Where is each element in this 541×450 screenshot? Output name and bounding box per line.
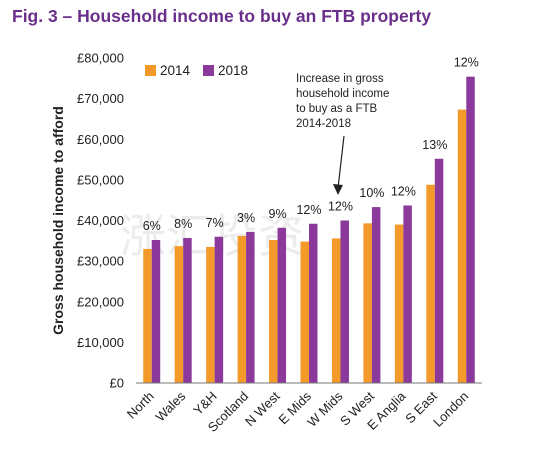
annotation-arrow-line <box>337 135 345 189</box>
annotation-line-3: to buy as a FTB <box>296 103 378 115</box>
bar-2014 <box>457 109 467 383</box>
y-tick-label: £70,000 <box>77 91 124 106</box>
x-tick-label: London <box>430 389 471 430</box>
annotation: Increase in gross household income to bu… <box>296 73 389 195</box>
bar-2014 <box>426 184 435 383</box>
bar-2014 <box>174 246 184 383</box>
y-tick-label: £60,000 <box>77 132 124 147</box>
bar-2018 <box>371 207 381 383</box>
annotation-line-1: Increase in gross <box>296 73 384 85</box>
bar-2018 <box>434 158 444 383</box>
bars-group <box>143 76 475 383</box>
bar-2018 <box>309 223 318 383</box>
data-label: 6% <box>143 219 161 233</box>
bar-2014 <box>237 235 247 383</box>
data-label: 12% <box>328 200 353 214</box>
bar-2014 <box>206 246 215 383</box>
bar-2018 <box>340 220 349 383</box>
x-tick-label: North <box>124 389 157 422</box>
data-label: 8% <box>174 217 192 231</box>
bar-2018 <box>277 227 287 383</box>
data-label: 12% <box>296 203 321 217</box>
bar-2014 <box>300 241 309 383</box>
bar-2014 <box>331 238 341 383</box>
y-tick-label: £40,000 <box>77 213 124 228</box>
bar-2018 <box>403 205 412 383</box>
legend-swatch-2018 <box>203 65 214 76</box>
y-tick-label: £50,000 <box>77 172 124 187</box>
annotation-arrow-head <box>333 184 343 195</box>
y-tick-label: £80,000 <box>77 51 124 66</box>
data-label: 7% <box>206 216 224 230</box>
data-label: 3% <box>237 211 255 225</box>
y-tick-label: £20,000 <box>77 294 124 309</box>
data-labels: 6% 8% 7% 3% 9% 12% 12% 10% 12% 13% 12% <box>143 56 479 233</box>
bar-2018 <box>246 231 255 383</box>
data-label: 12% <box>454 56 479 70</box>
y-axis-label: Gross household income to afford <box>50 106 66 335</box>
bar-2018 <box>214 236 224 383</box>
bar-2014 <box>269 240 278 383</box>
bar-2014 <box>143 248 152 383</box>
x-tick-label: W Mids <box>304 388 346 430</box>
bar-2018 <box>151 240 161 383</box>
legend-swatch-2014 <box>145 65 156 76</box>
y-tick-label: £30,000 <box>77 254 124 269</box>
data-label: 10% <box>359 186 384 200</box>
data-label: 9% <box>269 207 287 221</box>
legend: 2014 2018 <box>145 63 248 78</box>
annotation-line-4: 2014-2018 <box>296 118 351 130</box>
y-axis: £0 £10,000 £20,000 £30,000 £40,000 £50,000 £60… <box>77 51 124 391</box>
annotation-line-2: household income <box>296 88 389 100</box>
data-label: 12% <box>391 184 416 198</box>
bar-2014 <box>394 224 404 383</box>
x-tick-label: Wales <box>152 388 188 424</box>
y-tick-label: £10,000 <box>77 335 124 350</box>
chart-title: Fig. 3 – Household income to buy an FTB … <box>12 6 432 26</box>
legend-label-2018: 2018 <box>218 63 248 78</box>
bar-2014 <box>363 223 372 383</box>
x-tick-label: N West <box>242 388 283 429</box>
legend-label-2014: 2014 <box>160 63 191 78</box>
y-tick-label: £0 <box>110 376 124 391</box>
data-label: 13% <box>422 138 447 152</box>
bar-2018 <box>183 237 192 383</box>
bar-2018 <box>466 76 475 383</box>
